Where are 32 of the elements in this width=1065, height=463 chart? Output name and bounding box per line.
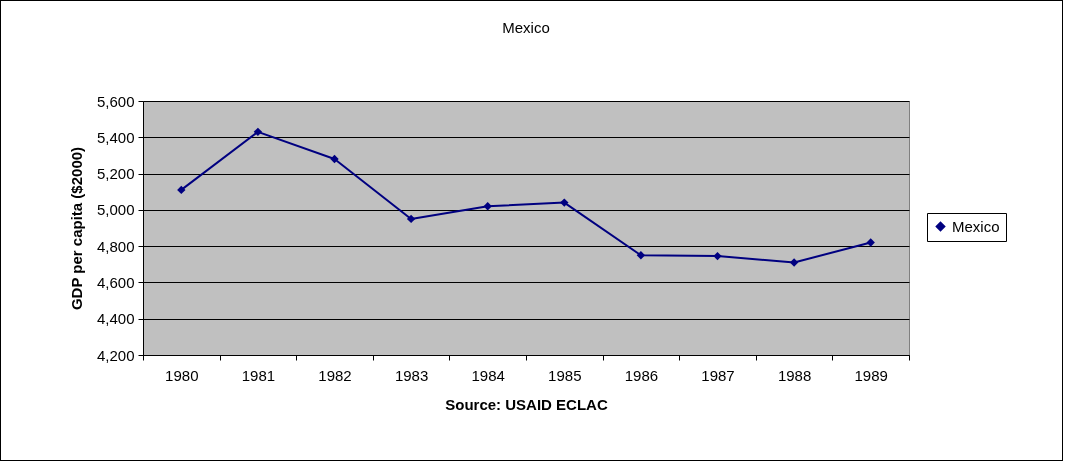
legend-label: Mexico [952, 217, 1000, 235]
point [253, 127, 263, 137]
y-tick-label: 4,400 [96, 310, 135, 328]
x-axis-title: Source: USAID ECLAC [445, 395, 608, 413]
point [866, 238, 875, 247]
x-tick-label: 1981 [241, 366, 276, 384]
point [713, 251, 722, 261]
x-tick-label: 1988 [777, 366, 812, 384]
point [330, 154, 339, 164]
y-tick-label: 5,000 [96, 201, 135, 219]
x-tick-label: 1989 [854, 366, 888, 384]
y-tick-label: 4,600 [96, 273, 135, 291]
x-tick-label: 1983 [394, 366, 429, 384]
x-tick-label: 1987 [701, 366, 735, 384]
x-tick-label: 1986 [624, 366, 659, 384]
x-tick-label: 1980 [165, 366, 199, 384]
y-tick-label: 4,200 [96, 346, 135, 364]
x-tick-label: 1985 [548, 366, 582, 384]
y-tick-label: 5,400 [96, 128, 135, 146]
chart-title: Mexico [502, 19, 550, 36]
point [177, 185, 186, 195]
point [560, 198, 569, 207]
y-tick-label: 4,800 [96, 237, 135, 255]
point [636, 251, 646, 260]
y-tick-label: 5,600 [96, 92, 135, 110]
point [789, 258, 799, 267]
point [483, 202, 492, 211]
y-tick-label: 5,200 [96, 165, 135, 183]
point [406, 214, 416, 224]
y-axis-title: GDP per capita ($2000) [67, 146, 85, 311]
x-tick-label: 1984 [471, 366, 505, 384]
x-tick-label: 1982 [318, 366, 352, 384]
